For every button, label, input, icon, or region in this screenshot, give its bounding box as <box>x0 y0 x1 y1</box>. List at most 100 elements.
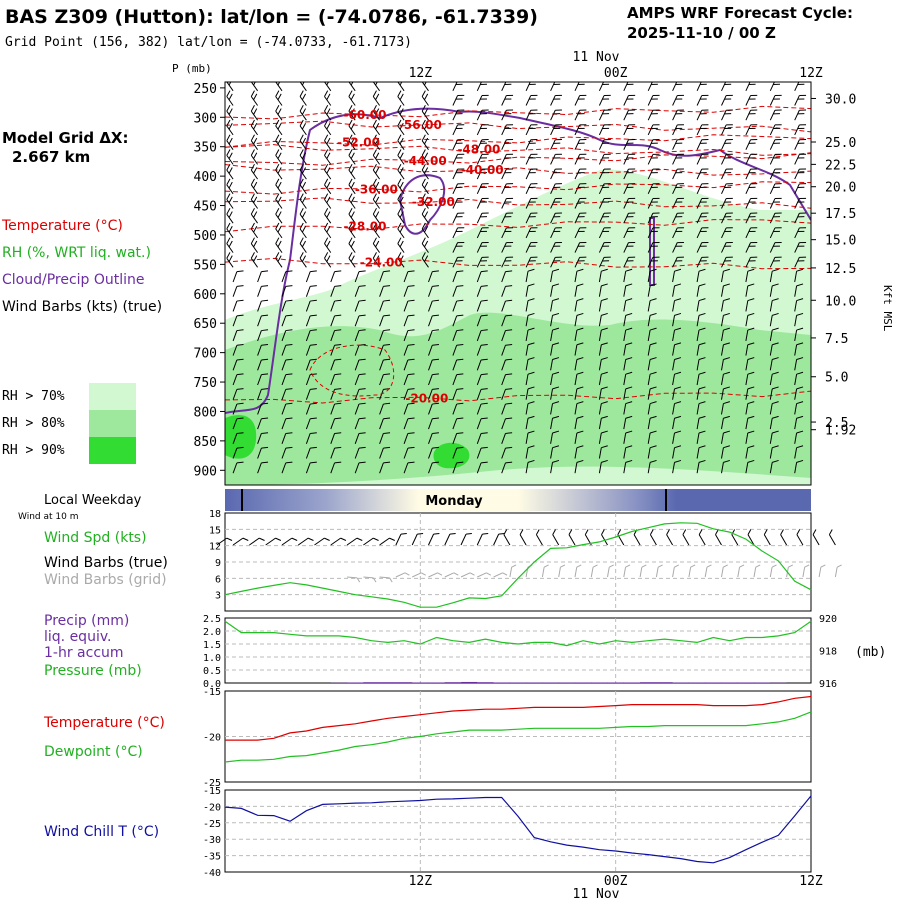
wind-barb <box>574 168 587 180</box>
wind-barb <box>226 252 234 268</box>
wind-barb <box>281 461 293 474</box>
wind-barb <box>397 193 405 209</box>
wind-barb <box>672 227 684 239</box>
wind-barb <box>672 168 684 180</box>
wind-barb <box>452 314 464 327</box>
wind-barb <box>281 373 293 386</box>
y-right-tick-label: 920 <box>819 614 837 625</box>
wind-barb <box>330 417 342 430</box>
wind-barb <box>379 329 391 342</box>
height-tick-label: 7.5 <box>825 332 848 347</box>
wind-barb <box>598 256 611 268</box>
wind-barb <box>330 432 342 444</box>
wind-barb <box>574 430 584 444</box>
temperature-contour-line <box>225 105 811 120</box>
wind-barb <box>403 446 415 459</box>
wind-barb <box>452 299 464 312</box>
grid-wind-barb <box>379 576 393 583</box>
wind-barb <box>281 299 293 312</box>
wind-barb <box>476 388 488 400</box>
wind-barb <box>647 342 657 356</box>
surface-wind-barb <box>828 529 836 546</box>
forecast-cycle-label: AMPS WRF Forecast Cycle: <box>627 4 853 22</box>
surface-wind-barb <box>812 529 820 546</box>
wind-barb <box>769 459 779 474</box>
wind-barb <box>525 386 535 400</box>
wind-barb <box>721 94 733 106</box>
model-grid-label: Model Grid ΔX: <box>2 129 129 147</box>
wind-barb <box>574 357 584 371</box>
wind-barb <box>647 268 657 283</box>
bottom-date-label: 11 Nov <box>573 887 620 900</box>
precip-bar <box>493 682 510 683</box>
wind-barb <box>428 461 439 474</box>
wind-barb <box>647 227 660 239</box>
wind-barb <box>794 312 804 327</box>
wind-barb <box>452 139 465 150</box>
height-tick-label: 30.0 <box>825 92 856 107</box>
wind-barb <box>574 298 584 312</box>
wind-panel: 3 6 9 12 15 18 Wind Spd (kts) Wind Barbs (tru… <box>44 509 842 612</box>
wind-barb <box>330 461 342 474</box>
wind-barb <box>598 212 611 224</box>
y-tick-label: 9 <box>215 558 221 569</box>
wind-barb <box>598 371 608 386</box>
wind-barb <box>794 139 807 150</box>
model-grid-value: 2.667 km <box>12 148 90 166</box>
grid-wind-barb <box>541 564 549 578</box>
wind-barb <box>476 212 489 224</box>
grid-wind-barb <box>639 564 647 578</box>
wind-barb <box>769 283 779 297</box>
wind-barb <box>672 415 682 430</box>
wind-barb <box>623 109 636 121</box>
wind-barb <box>672 342 682 356</box>
wind-barb <box>372 222 381 239</box>
wind-barb <box>525 183 538 195</box>
wind-barb <box>501 183 514 195</box>
wind-barb <box>330 446 342 459</box>
wind-barb <box>476 432 488 444</box>
wind-barb <box>501 446 513 459</box>
precip-bar <box>510 682 526 683</box>
wind-barb <box>769 212 782 224</box>
wind-barb <box>299 149 307 165</box>
wind-barb <box>324 134 332 150</box>
wind-barb <box>476 94 489 106</box>
wind-barb <box>574 183 587 195</box>
wind-barb <box>721 357 730 371</box>
wind-barb <box>721 212 733 224</box>
wind-barb <box>525 342 535 356</box>
wind-barb <box>696 212 709 224</box>
rh90-label: RH > 90% <box>2 443 65 458</box>
wind-barb <box>623 371 633 386</box>
wind-barb <box>476 227 489 239</box>
wind-barb <box>574 268 584 283</box>
temperature-contour-labels: -60.00 -56.00 -52.00 -48.00 -44.00 -40.00 -36.… <box>337 108 504 406</box>
wind-barb <box>250 237 259 253</box>
wind-barb <box>348 90 356 106</box>
wind-barb <box>354 461 366 474</box>
wind-barb <box>794 357 804 371</box>
wind-barb <box>257 329 269 342</box>
cross-section-wind-barbs <box>226 82 807 474</box>
wind-barb <box>672 327 682 341</box>
wind-barb <box>232 343 244 356</box>
wind-barb <box>794 268 804 283</box>
wind-barb <box>623 386 633 400</box>
grid-wind-barb <box>607 564 614 578</box>
wind-barb <box>372 105 381 121</box>
rh90-region-mid <box>433 442 470 469</box>
wind-barb <box>324 222 332 239</box>
wind-barb <box>745 124 758 136</box>
wind-barb <box>305 417 317 430</box>
legend-cloud: Cloud/Precip Outline <box>2 272 145 288</box>
surface-wind-barb <box>363 537 379 546</box>
wind-barb <box>379 402 391 415</box>
wind-barb <box>769 256 782 268</box>
wind-barb <box>501 153 514 165</box>
wind-barb <box>354 446 366 459</box>
wind-barb <box>476 256 489 268</box>
bottom-time-tick-label: 12Z <box>799 874 823 889</box>
wind-barb <box>550 386 560 400</box>
y-tick-label: -25 <box>203 778 221 789</box>
